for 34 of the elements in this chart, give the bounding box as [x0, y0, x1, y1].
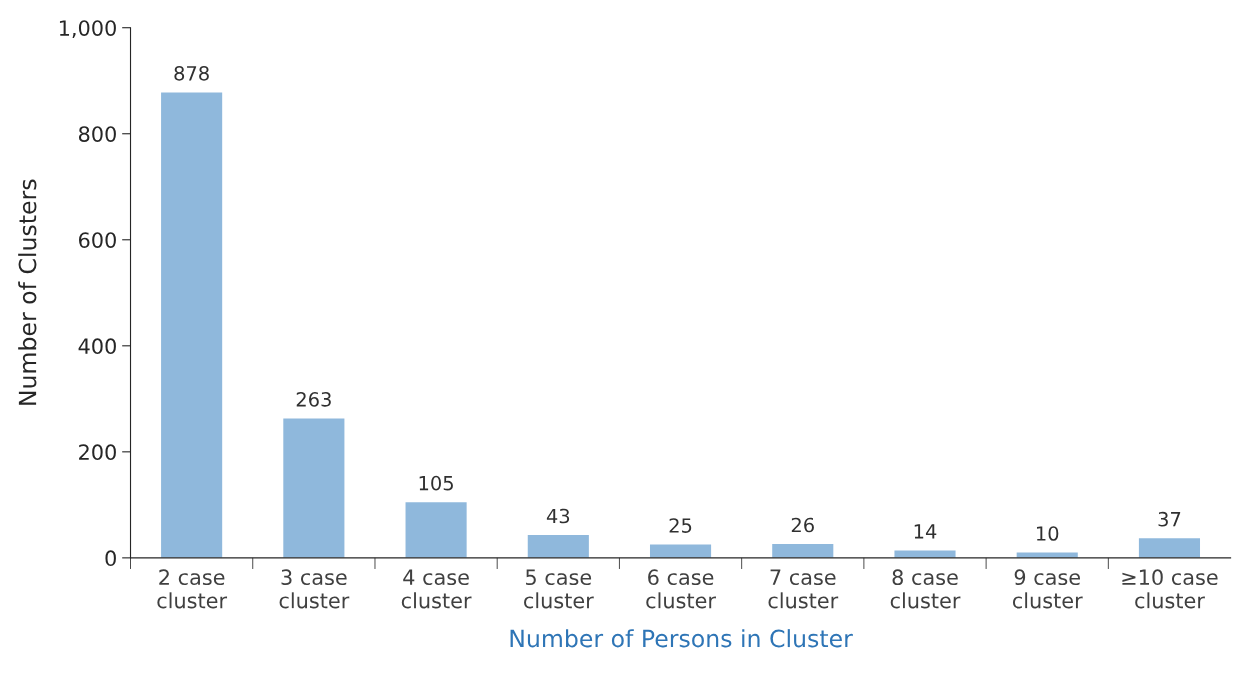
data-label: 26	[791, 517, 814, 533]
bar	[527, 535, 589, 558]
x-tick-label: ≥10 case cluster	[1122, 569, 1218, 609]
x-tick-label: 4 case cluster	[401, 569, 472, 609]
data-label: 10	[1036, 526, 1059, 541]
x-tick-label: 5 case cluster	[524, 569, 594, 609]
bar	[772, 544, 834, 558]
bar	[1138, 538, 1201, 558]
bar	[161, 92, 223, 558]
x-axis-title: Number of Persons in Cluster	[510, 629, 853, 648]
y-tick-label: 800	[78, 126, 116, 142]
x-tick-label: 6 case cluster	[646, 569, 716, 609]
y-tick-label: 1,000	[59, 20, 116, 39]
x-tick-label: 2 case cluster	[157, 569, 228, 609]
data-label: 263	[296, 392, 331, 407]
y-tick-label: 200	[79, 444, 116, 461]
x-tick-label: 3 case cluster	[279, 569, 350, 609]
data-label: 37	[1158, 511, 1181, 527]
data-label: 878	[174, 65, 209, 81]
bar	[405, 502, 467, 558]
bar	[649, 544, 712, 558]
x-tick-label: 8 case cluster	[890, 569, 961, 609]
data-label: 105	[419, 475, 453, 491]
bar	[283, 418, 345, 558]
data-label: 25	[669, 518, 692, 533]
y-axis-title: Number of Clusters	[18, 179, 37, 405]
data-label: 14	[914, 524, 937, 539]
bar	[894, 550, 956, 558]
y-tick-label: 0	[105, 550, 116, 567]
data-label: 43	[546, 508, 570, 524]
x-tick-label: 9 case cluster	[1012, 569, 1083, 609]
x-tick-label: 7 case cluster	[768, 569, 839, 609]
y-tick-label: 600	[79, 232, 116, 248]
y-tick-label: 400	[78, 338, 116, 355]
